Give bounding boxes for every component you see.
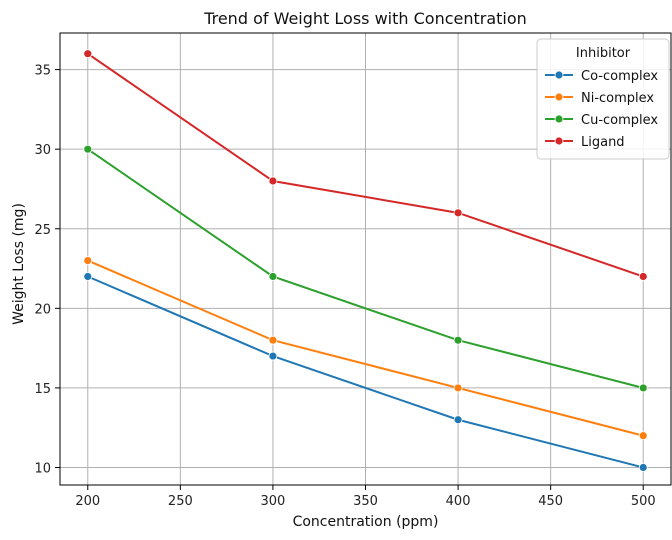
y-tick-label: 35 bbox=[34, 64, 51, 79]
data-point-ligand bbox=[83, 49, 93, 59]
legend-swatch-marker bbox=[554, 92, 564, 102]
data-point-cu-complex bbox=[638, 383, 648, 393]
data-point-ni-complex bbox=[453, 383, 463, 393]
data-point-cu-complex bbox=[83, 144, 93, 154]
x-tick-label: 500 bbox=[631, 494, 656, 509]
data-point-cu-complex bbox=[453, 335, 463, 345]
legend-swatch-marker bbox=[554, 136, 564, 146]
data-point-ligand bbox=[453, 208, 463, 218]
series-line-co-complex bbox=[87, 275, 644, 469]
series-lines bbox=[87, 52, 644, 469]
series-line-cu-complex bbox=[87, 148, 644, 389]
x-tick-label: 350 bbox=[353, 494, 378, 509]
legend-box bbox=[536, 38, 670, 160]
data-point-ligand bbox=[268, 176, 278, 186]
y-axis-label: Weight Loss (mg) bbox=[11, 203, 27, 325]
x-axis: 200 250 300 350 400 450 500 bbox=[75, 485, 656, 509]
y-axis: 10 15 20 25 30 35 bbox=[34, 64, 60, 476]
legend-entry-label: Cu-complex bbox=[581, 113, 658, 128]
legend: Inhibitor Co-complex Ni-complex Cu-complex L… bbox=[536, 38, 670, 160]
data-point-co-complex bbox=[83, 272, 93, 281]
x-tick-label: 400 bbox=[446, 494, 471, 509]
data-point-co-complex bbox=[268, 351, 278, 361]
data-point-co-complex bbox=[638, 463, 648, 472]
y-tick-label: 15 bbox=[34, 382, 51, 397]
series-line-ligand bbox=[87, 52, 644, 278]
x-tick-label: 250 bbox=[168, 494, 193, 509]
x-tick-label: 200 bbox=[75, 494, 100, 509]
legend-entry-label: Ni-complex bbox=[581, 91, 654, 106]
y-tick-label: 25 bbox=[34, 223, 51, 238]
series-line-ni-complex bbox=[87, 259, 644, 437]
chart-title: Trend of Weight Loss with Concentration bbox=[203, 9, 527, 28]
y-tick-label: 30 bbox=[34, 143, 51, 158]
legend-entry-label: Co-complex bbox=[581, 69, 658, 84]
y-tick-label: 20 bbox=[34, 302, 51, 317]
data-point-co-complex bbox=[453, 415, 463, 425]
legend-swatch-marker bbox=[554, 70, 564, 80]
x-tick-label: 450 bbox=[538, 494, 563, 509]
data-point-ligand bbox=[638, 272, 648, 281]
x-tick-label: 300 bbox=[261, 494, 286, 509]
data-point-ni-complex bbox=[638, 431, 648, 441]
legend-swatch-marker bbox=[554, 114, 564, 124]
series-points bbox=[83, 49, 648, 472]
data-point-cu-complex bbox=[268, 272, 278, 281]
legend-entry-label: Ligand bbox=[581, 135, 625, 150]
x-axis-label: Concentration (ppm) bbox=[293, 514, 439, 530]
y-tick-label: 10 bbox=[34, 461, 51, 476]
data-point-ni-complex bbox=[268, 335, 278, 345]
data-point-ni-complex bbox=[83, 256, 93, 265]
legend-title: Inhibitor bbox=[576, 46, 631, 61]
